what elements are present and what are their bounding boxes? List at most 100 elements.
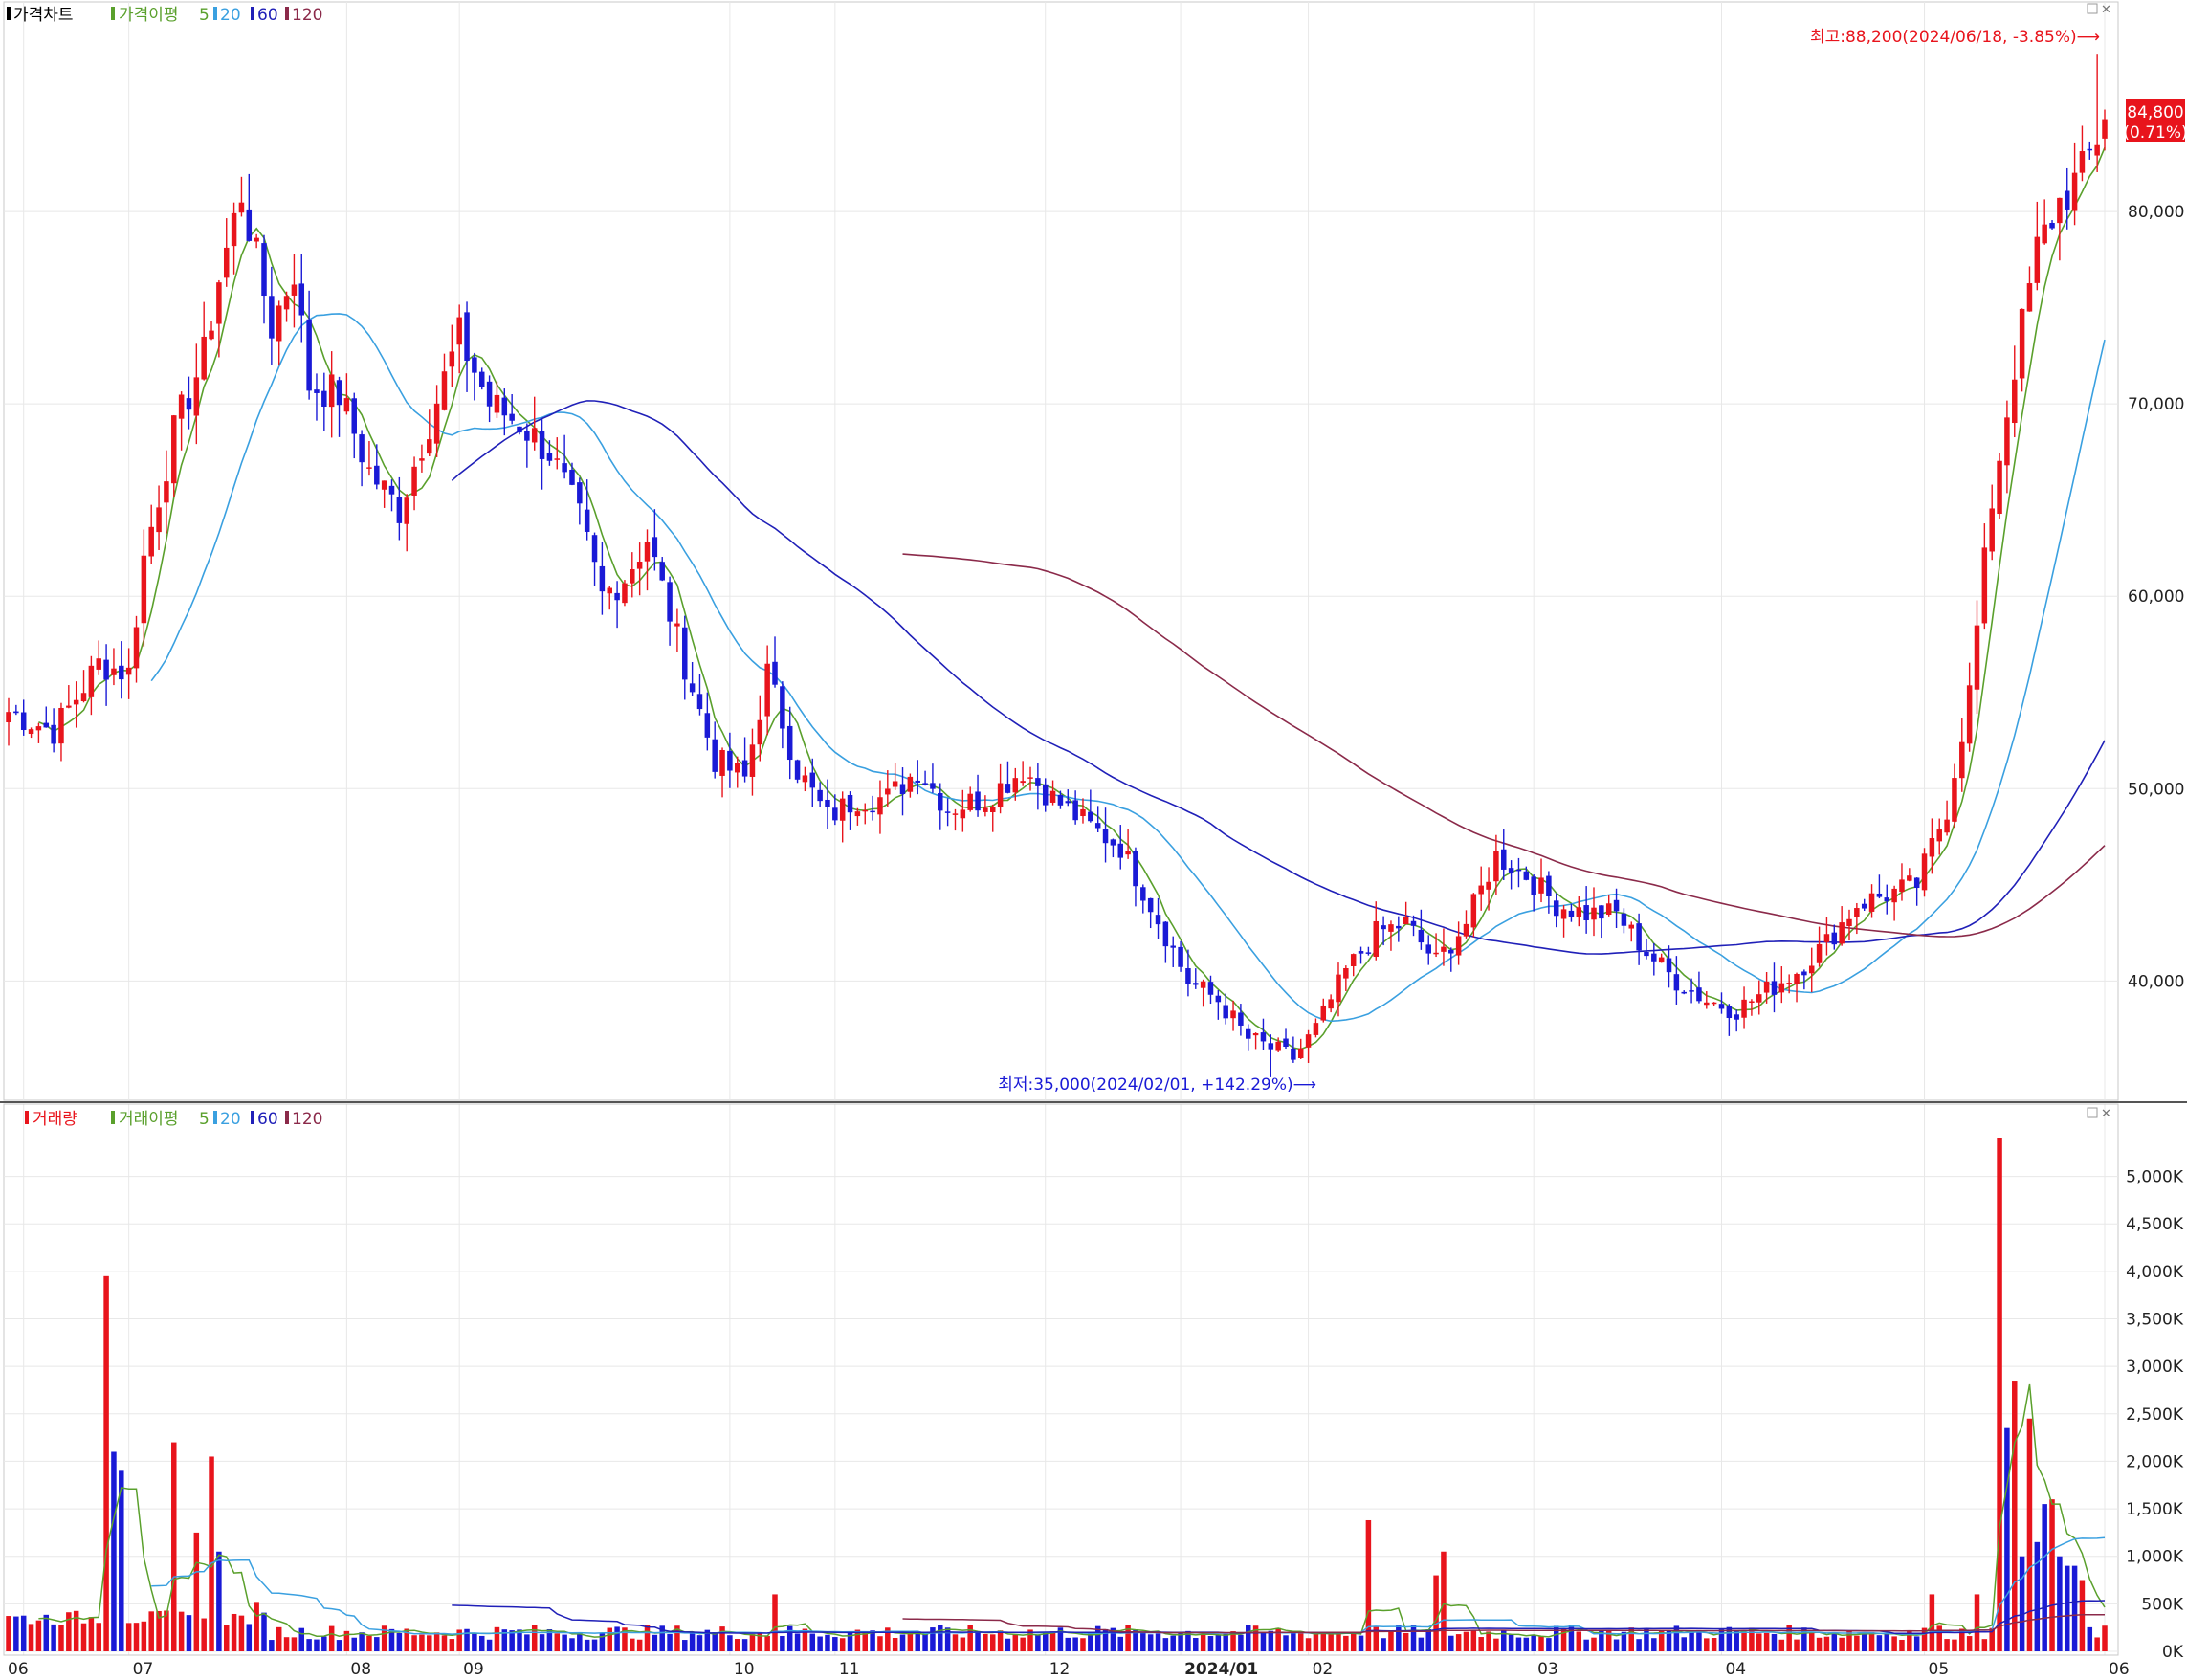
volume-bar bbox=[839, 1638, 846, 1651]
volume-bar bbox=[622, 1627, 628, 1651]
candle-body bbox=[734, 763, 740, 773]
volume-bar bbox=[1020, 1637, 1026, 1651]
candle-body bbox=[261, 243, 267, 297]
volume-bar bbox=[1478, 1637, 1484, 1651]
candle-body bbox=[1523, 871, 1530, 880]
volume-bar bbox=[1117, 1636, 1123, 1651]
candle-body bbox=[1178, 946, 1183, 967]
volume-bar bbox=[1403, 1632, 1409, 1651]
volume-bar bbox=[591, 1639, 598, 1651]
volume-bar bbox=[366, 1635, 372, 1651]
volume-bar bbox=[983, 1633, 988, 1651]
month-label: 07 bbox=[133, 1660, 154, 1679]
price-tick-label: 40,000 bbox=[2128, 972, 2184, 991]
volume-bar bbox=[456, 1629, 462, 1651]
volume-bar bbox=[6, 1616, 11, 1651]
volume-bar bbox=[411, 1635, 417, 1651]
candle-body bbox=[1215, 995, 1222, 1003]
volume-tick-label: 1,000K bbox=[2126, 1548, 2184, 1567]
volume-bar bbox=[1042, 1631, 1049, 1651]
candle-body bbox=[1966, 685, 1973, 744]
candle-body bbox=[6, 712, 11, 723]
volume-bar bbox=[1463, 1631, 1469, 1651]
volume-bar bbox=[2094, 1637, 2100, 1651]
volume-bar bbox=[862, 1632, 868, 1651]
candle-body bbox=[1823, 934, 1830, 942]
volume-bar bbox=[193, 1532, 200, 1651]
volume-bar bbox=[1726, 1626, 1733, 1651]
volume-bar bbox=[780, 1635, 785, 1651]
candle-body bbox=[343, 398, 350, 412]
candle-body bbox=[1861, 903, 1867, 909]
volume-bar bbox=[449, 1639, 455, 1651]
candle-body bbox=[1605, 903, 1612, 916]
candle-body bbox=[2049, 223, 2055, 229]
candle-body bbox=[1238, 1012, 1244, 1026]
candle-body bbox=[712, 739, 718, 772]
volume-panel-controls[interactable]: ✕ bbox=[2087, 1107, 2111, 1121]
volume-bar bbox=[854, 1629, 861, 1651]
candle-body bbox=[644, 542, 651, 562]
volume-bar bbox=[2019, 1556, 2025, 1651]
volume-legend-p60: 60 bbox=[257, 1110, 278, 1129]
candle-body bbox=[1651, 953, 1657, 962]
volume-bar bbox=[1215, 1634, 1222, 1651]
volume-legend-ma-label: 거래이평 bbox=[119, 1110, 179, 1129]
candle-body bbox=[892, 781, 898, 787]
candle-body bbox=[427, 439, 432, 454]
volume-bar bbox=[1170, 1635, 1176, 1651]
price-panel-minimize-icon[interactable] bbox=[2087, 3, 2098, 14]
candle-body bbox=[1786, 983, 1792, 984]
volume-bar bbox=[58, 1625, 64, 1651]
price-panel-controls[interactable]: ✕ bbox=[2087, 3, 2111, 17]
candle-body bbox=[1455, 936, 1462, 956]
volume-panel-minimize-icon[interactable] bbox=[2087, 1107, 2098, 1118]
candle-body bbox=[472, 357, 477, 373]
candle-body bbox=[1170, 945, 1176, 948]
volume-panel-close-icon[interactable]: ✕ bbox=[2101, 1107, 2111, 1121]
candle-body bbox=[1599, 905, 1604, 919]
volume-bar bbox=[1238, 1634, 1244, 1651]
volume-bar bbox=[1523, 1637, 1530, 1651]
price-legend-p5: 5 bbox=[199, 6, 210, 25]
candle-body bbox=[388, 485, 395, 495]
candle-body bbox=[501, 397, 508, 416]
volume-bar bbox=[2087, 1626, 2093, 1651]
volume-bar bbox=[569, 1638, 575, 1651]
volume-bar bbox=[1012, 1634, 1019, 1651]
volume-bar bbox=[1794, 1639, 1800, 1651]
volume-bar bbox=[1493, 1638, 1499, 1651]
candle-body bbox=[1621, 913, 1627, 926]
candle-body bbox=[449, 351, 455, 367]
candle-body bbox=[298, 283, 305, 316]
volume-bar bbox=[2004, 1427, 2010, 1651]
volume-bar bbox=[80, 1623, 87, 1651]
candle-body bbox=[990, 807, 996, 812]
month-label: 04 bbox=[1725, 1660, 1746, 1679]
volume-bar bbox=[246, 1624, 253, 1651]
candle-body bbox=[20, 712, 27, 731]
volume-bar bbox=[1560, 1628, 1567, 1651]
candle-body bbox=[960, 809, 966, 819]
volume-tick-label: 4,000K bbox=[2126, 1263, 2184, 1282]
candle-body bbox=[915, 780, 920, 783]
volume-bar bbox=[1981, 1639, 1988, 1651]
candle-body bbox=[1816, 943, 1822, 963]
volume-bar bbox=[1531, 1634, 1536, 1651]
candle-body bbox=[1778, 983, 1785, 993]
price-panel-close-icon[interactable]: ✕ bbox=[2101, 3, 2111, 17]
volume-bar bbox=[1816, 1637, 1822, 1651]
volume-bar bbox=[1854, 1635, 1860, 1651]
candle-body bbox=[2019, 308, 2025, 379]
volume-bar bbox=[1470, 1630, 1477, 1651]
volume-bar bbox=[1275, 1627, 1281, 1651]
candle-body bbox=[103, 659, 109, 680]
volume-bar bbox=[1936, 1625, 1942, 1651]
volume-bar bbox=[2064, 1565, 2070, 1651]
month-x-axis: 06 07 08 09 10 11 12 2024/01 02 03 04 05 06 bbox=[8, 1660, 2130, 1679]
volume-bar bbox=[667, 1633, 673, 1651]
candle-body bbox=[1388, 924, 1394, 932]
candle-body bbox=[652, 537, 658, 558]
candle-body bbox=[839, 798, 846, 821]
candle-body bbox=[433, 403, 440, 444]
